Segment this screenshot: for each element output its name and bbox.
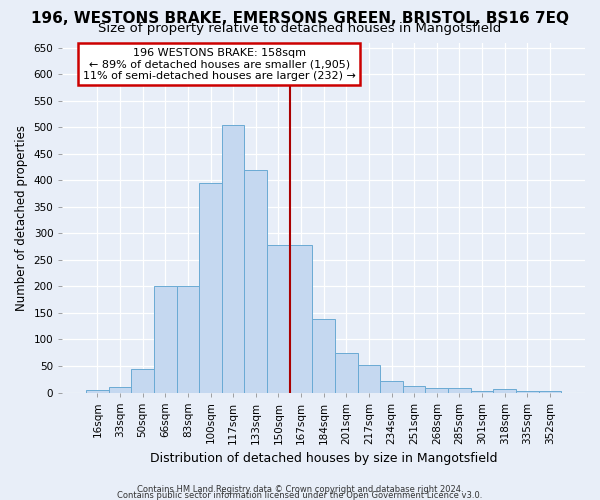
Bar bbox=[199, 183, 222, 392]
Bar bbox=[222, 124, 244, 392]
Bar bbox=[335, 352, 358, 393]
Bar bbox=[539, 391, 561, 392]
Bar bbox=[176, 286, 199, 393]
Bar bbox=[109, 387, 131, 392]
Bar bbox=[313, 320, 335, 392]
Bar bbox=[380, 381, 403, 392]
X-axis label: Distribution of detached houses by size in Mangotsfield: Distribution of detached houses by size … bbox=[150, 452, 497, 465]
Bar bbox=[358, 365, 380, 392]
Bar bbox=[493, 389, 516, 392]
Bar bbox=[290, 245, 313, 392]
Text: 196, WESTONS BRAKE, EMERSONS GREEN, BRISTOL, BS16 7EQ: 196, WESTONS BRAKE, EMERSONS GREEN, BRIS… bbox=[31, 11, 569, 26]
Bar bbox=[403, 386, 425, 392]
Text: Size of property relative to detached houses in Mangotsfield: Size of property relative to detached ho… bbox=[98, 22, 502, 35]
Bar bbox=[448, 388, 471, 392]
Bar bbox=[131, 368, 154, 392]
Y-axis label: Number of detached properties: Number of detached properties bbox=[15, 124, 28, 310]
Bar bbox=[154, 286, 176, 393]
Bar bbox=[267, 245, 290, 392]
Text: Contains public sector information licensed under the Open Government Licence v3: Contains public sector information licen… bbox=[118, 490, 482, 500]
Text: Contains HM Land Registry data © Crown copyright and database right 2024.: Contains HM Land Registry data © Crown c… bbox=[137, 485, 463, 494]
Bar bbox=[244, 170, 267, 392]
Bar bbox=[425, 388, 448, 392]
Bar bbox=[86, 390, 109, 392]
Text: 196 WESTONS BRAKE: 158sqm
← 89% of detached houses are smaller (1,905)
11% of se: 196 WESTONS BRAKE: 158sqm ← 89% of detac… bbox=[83, 48, 356, 81]
